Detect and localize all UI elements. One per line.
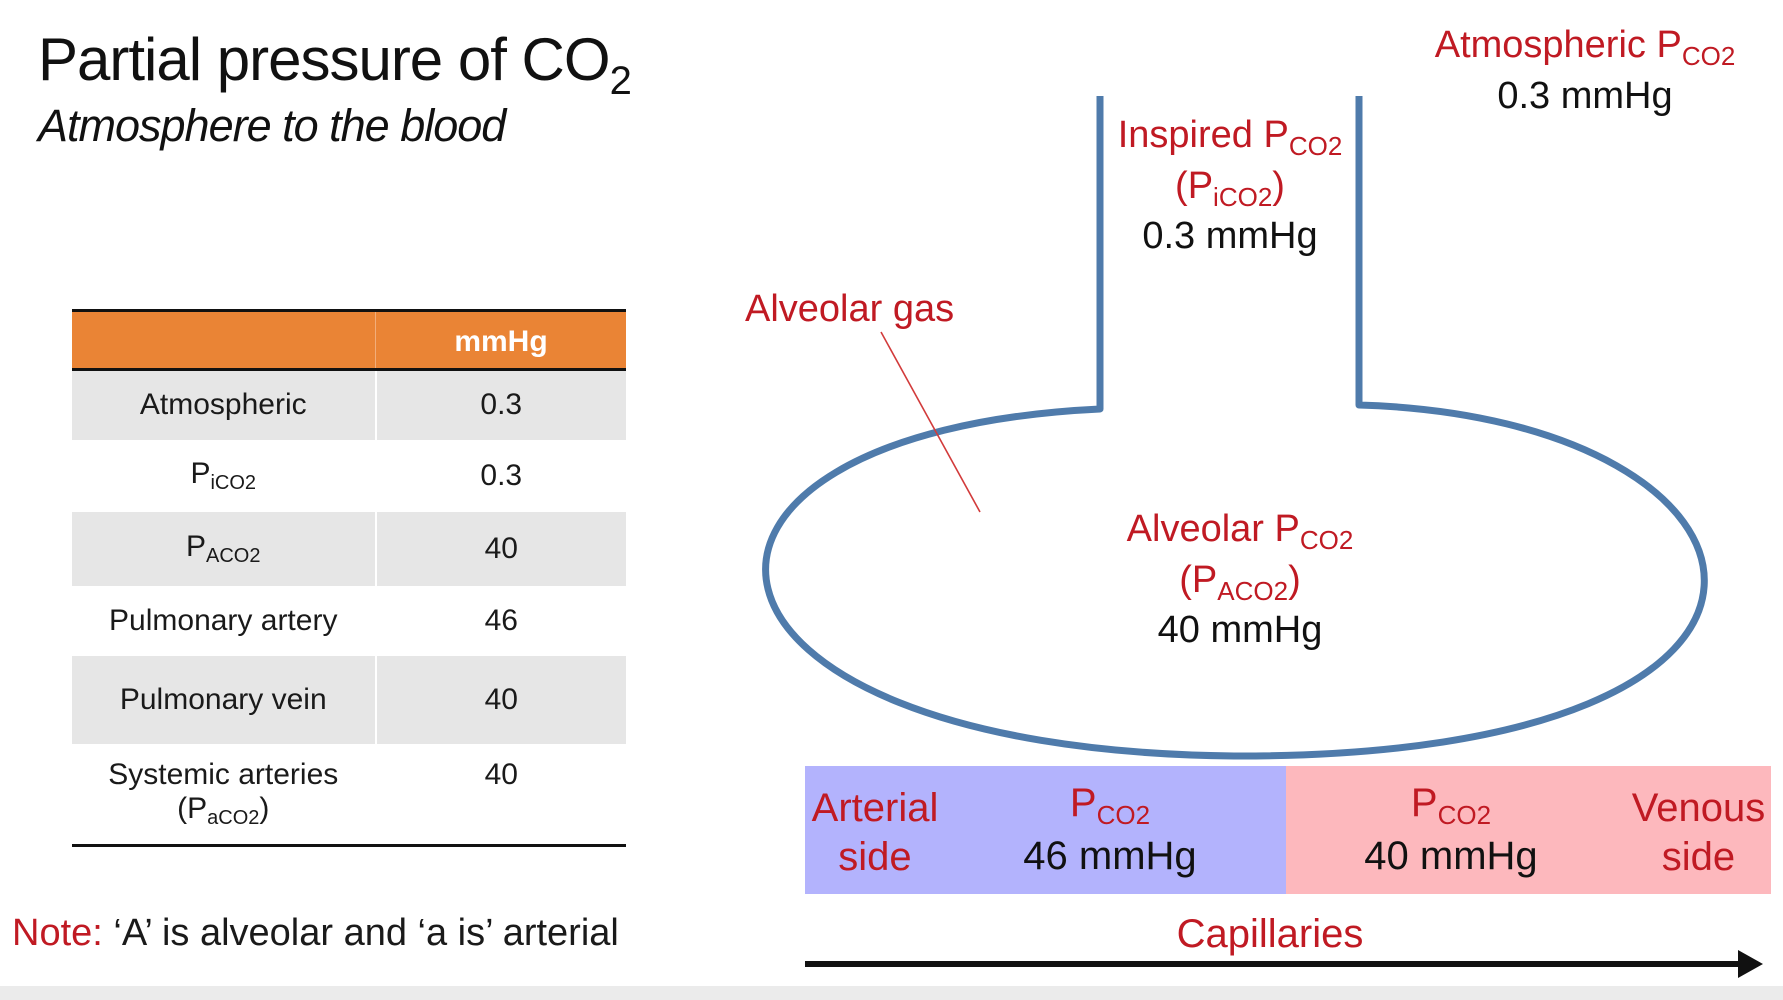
alveolar-gas-label: Alveolar gas	[745, 288, 955, 330]
row-label: PiCO2	[72, 439, 377, 512]
page-subtitle: Atmosphere to the blood	[38, 100, 506, 151]
alveolar-gas-pointer	[880, 331, 981, 513]
row-label: PACO2	[72, 511, 377, 586]
row-value: 46	[484, 603, 518, 637]
page-title: Partial pressure of CO2	[38, 26, 632, 103]
row-value: 40	[375, 743, 626, 847]
row-label: Pulmonary vein	[72, 655, 377, 744]
alveolar-label: Alveolar PCO2 (PACO2) 40 mmHg	[1126, 508, 1354, 652]
row-label: Pulmonary artery	[72, 585, 377, 656]
row-label: Atmospheric	[72, 369, 377, 440]
table-header-row: mmHg	[72, 309, 626, 371]
arterial-side-region: Arterial side PCO2 46 mmHg	[805, 766, 1286, 894]
row-value: 40	[375, 511, 626, 586]
table-header-blank	[72, 309, 376, 371]
row-label: Systemic arteries (PaCO2)	[72, 743, 377, 847]
venous-side-label: Venous side	[1631, 786, 1766, 879]
table-row: Atmospheric 0.3	[72, 369, 626, 440]
venous-side-region: PCO2 40 mmHg Venous side	[1286, 766, 1771, 894]
table-row: Pulmonary artery 46	[72, 585, 626, 656]
table-row: PACO2 40	[72, 511, 626, 586]
capillaries-label: Capillaries	[1176, 912, 1364, 956]
table-row: Systemic arteries (PaCO2) 40	[72, 743, 626, 847]
capillaries-arrow-head	[1738, 950, 1763, 978]
table-row: PiCO2 0.3	[72, 439, 626, 512]
inspired-label: Inspired PCO2 (PiCO2) 0.3 mmHg	[1117, 114, 1343, 258]
row-value: 40	[375, 655, 626, 744]
row-value: 0.3	[375, 369, 626, 440]
atmospheric-label: Atmospheric PCO2 0.3 mmHg	[1434, 24, 1736, 117]
arterial-pco2-label: PCO2 46 mmHg	[1023, 781, 1197, 878]
table-header-unit: mmHg	[375, 309, 626, 371]
venous-pco2-label: PCO2 40 mmHg	[1364, 781, 1538, 878]
pressure-table: mmHg Atmospheric 0.3 PiCO2 0.3 PACO2 40 …	[72, 309, 626, 847]
note-text: Note: ‘A’ is alveolar and ‘a is’ arteria…	[12, 912, 619, 954]
table-row: Pulmonary vein 40	[72, 655, 626, 744]
slide-bottom-band	[0, 986, 1783, 1000]
arterial-side-label: Arterial side	[811, 786, 939, 879]
row-value: 0.3	[480, 458, 523, 492]
